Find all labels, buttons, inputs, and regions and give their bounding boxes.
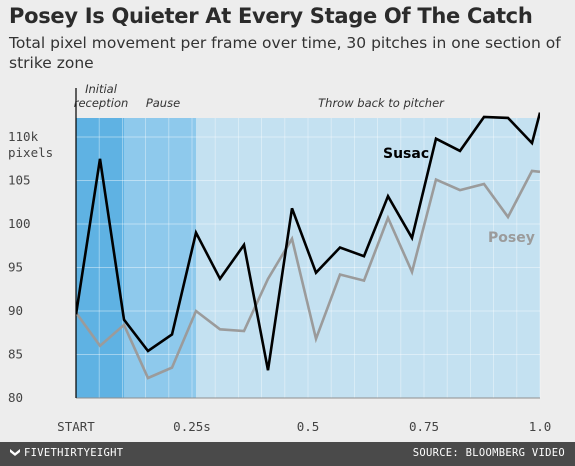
y-tick-label-85: 85 (8, 347, 23, 362)
phase-label-0-line-1: reception (74, 96, 129, 110)
x-tick-label-1: 0.25s (173, 419, 211, 434)
chart-title: Posey Is Quieter At Every Stage Of The C… (9, 4, 533, 28)
footer-bar: FIVETHIRTYEIGHT SOURCE: BLOOMBERG VIDEO (0, 442, 575, 466)
phase-label-1-line-0: Pause (146, 96, 180, 110)
series-line-susac (76, 112, 540, 371)
phase-band-2 (195, 118, 540, 398)
x-tick-label-2: 0.5 (297, 419, 320, 434)
series-line-posey (76, 169, 540, 380)
y-tick-label-100: 100 (8, 216, 31, 231)
phase-band-1 (123, 118, 196, 398)
series-label-susac: Susac (383, 146, 429, 162)
series-label-posey: Posey (488, 230, 535, 246)
y-tick-label-110: 110k (8, 129, 39, 144)
y-tick-label-90: 90 (8, 303, 23, 318)
x-tick-label-4: 1.0 (529, 419, 552, 434)
x-tick-label-3: 0.75 (409, 419, 439, 434)
y-tick-label-105: 105 (8, 173, 31, 188)
footer-logo: FIVETHIRTYEIGHT (10, 447, 123, 459)
phase-label-2-line-0: Throw back to pitcher (318, 96, 445, 110)
footer-logo-text: FIVETHIRTYEIGHT (24, 447, 124, 459)
fivethirtyeight-logo-icon (10, 449, 20, 456)
y-tick-label-95: 95 (8, 260, 23, 275)
chart-subtitle: Total pixel movement per frame over time… (9, 34, 561, 72)
y-axis-unit-label: pixels (8, 145, 53, 160)
y-tick-label-80: 80 (8, 390, 23, 405)
phase-label-0-line-0: Initial (85, 82, 118, 96)
footer-source: SOURCE: BLOOMBERG VIDEO (412, 447, 565, 459)
x-tick-label-0: START (57, 419, 95, 434)
